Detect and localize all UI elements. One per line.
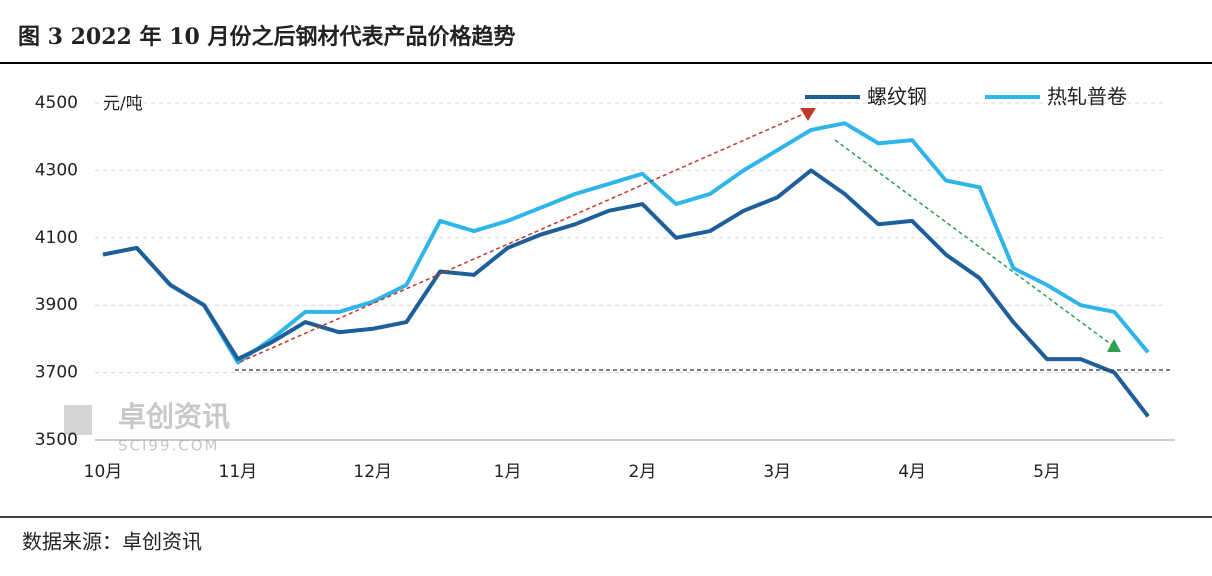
trend-line-down <box>834 139 1113 346</box>
y-tick-label: 4100 <box>35 228 78 248</box>
source: 数据来源：卓创资讯 <box>22 530 202 554</box>
legend-label: 螺纹钢 <box>867 85 927 109</box>
y-tick-label: 4300 <box>35 160 78 180</box>
y-axis-label: 元/吨 <box>103 94 143 114</box>
chart-title: 图 3 2022 年 10 月份之后钢材代表产品价格趋势 <box>18 24 515 50</box>
x-tick-label: 5月 <box>1033 462 1061 482</box>
trend-arrow-up <box>800 108 816 121</box>
x-tick-label: 3月 <box>763 462 791 482</box>
watermark-sub: SCI99.COM <box>118 437 220 455</box>
x-tick-label: 4月 <box>898 462 926 482</box>
y-tick-label: 4500 <box>35 93 78 113</box>
watermark: 卓创资讯 <box>118 400 230 433</box>
x-tick-label: 12月 <box>353 462 392 482</box>
x-tick-label: 10月 <box>84 462 123 482</box>
y-tick-label: 3500 <box>35 430 78 450</box>
trend-line-up <box>239 111 809 363</box>
series-line <box>102 121 1150 365</box>
x-tick-label: 1月 <box>494 462 522 482</box>
y-tick-label: 3700 <box>35 363 78 383</box>
series-line <box>102 168 1150 418</box>
y-tick-label: 3900 <box>35 295 78 315</box>
legend-label: 热轧普卷 <box>1047 85 1127 109</box>
x-tick-label: 11月 <box>219 462 258 482</box>
trend-arrow-down <box>1107 339 1121 352</box>
plot: 3500 3700 3900 4100 4300 4500 10月 11月 12月 1月 2月 3月 4… <box>35 85 1175 482</box>
watermark-logo <box>64 405 92 435</box>
x-tick-label: 2月 <box>629 462 657 482</box>
